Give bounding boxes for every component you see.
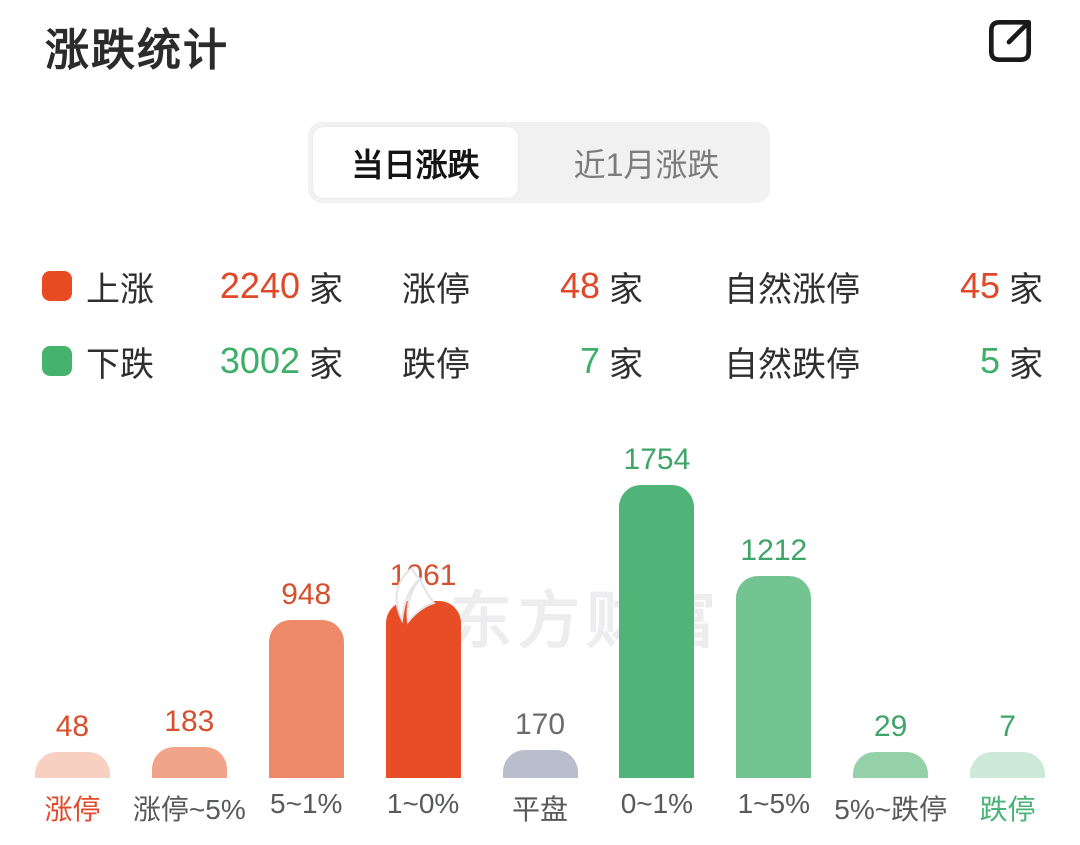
bar-column[interactable]: 29 xyxy=(832,430,949,778)
bar-column[interactable]: 1754 xyxy=(598,430,715,778)
category-label: 平盘 xyxy=(512,794,569,825)
category-label: 5%~跌停 xyxy=(834,794,948,825)
limit-up-count: 48 xyxy=(559,265,600,306)
summary-row-down: 下跌 3002 家 跌停 7 家 自然跌停 5 家 xyxy=(42,331,1058,391)
bar-value-label: 29 xyxy=(873,710,908,743)
natural-limit-up-unit: 家 xyxy=(1009,270,1043,309)
bar-value-label: 948 xyxy=(281,578,332,611)
tab-today[interactable]: 当日涨跌 xyxy=(313,127,518,198)
bar-value-label: 1754 xyxy=(623,443,691,476)
bar-column[interactable]: 48 xyxy=(14,430,131,778)
bar[interactable] xyxy=(970,752,1046,778)
external-link-icon xyxy=(983,14,1037,71)
up-unit: 家 xyxy=(309,270,343,309)
bar-column[interactable]: 7 xyxy=(949,430,1066,778)
summary: 上涨 2240 家 涨停 48 家 自然涨停 45 家 下跌 3002 家 跌停… xyxy=(42,256,1058,391)
bar-column[interactable]: 183 xyxy=(131,430,248,778)
bar[interactable] xyxy=(502,750,578,778)
category-label: 涨停~5% xyxy=(132,794,246,825)
category-label: 1~0% xyxy=(386,788,460,819)
bar-value-label: 170 xyxy=(514,708,566,741)
bar[interactable] xyxy=(385,601,461,778)
down-label: 下跌 xyxy=(86,345,154,384)
natural-limit-down-unit: 家 xyxy=(1009,345,1043,384)
bar-value-label: 1212 xyxy=(740,534,808,567)
up-count: 2240 xyxy=(219,265,300,306)
bar[interactable] xyxy=(151,747,227,778)
natural-limit-up-label: 自然涨停 xyxy=(724,270,860,309)
limit-down-label: 跌停 xyxy=(402,345,470,384)
bar[interactable] xyxy=(268,620,344,778)
natural-limit-up-count: 45 xyxy=(959,265,1000,306)
natural-limit-down-label: 自然跌停 xyxy=(724,345,860,384)
natural-limit-down-count: 5 xyxy=(979,340,1000,381)
bar[interactable] xyxy=(736,576,812,778)
bar-value-label: 183 xyxy=(164,705,215,738)
bar-chart: 48 183 948 1061 170 1754 1212 29 7 xyxy=(14,430,1066,778)
down-unit: 家 xyxy=(309,345,343,384)
limit-down-unit: 家 xyxy=(609,345,643,384)
limit-up-unit: 家 xyxy=(609,270,643,309)
bar-value-label: 48 xyxy=(55,710,90,743)
bar-column[interactable]: 170 xyxy=(482,430,599,778)
share-button[interactable] xyxy=(982,14,1038,70)
summary-row-up: 上涨 2240 家 涨停 48 家 自然涨停 45 家 xyxy=(42,256,1058,316)
bar-column[interactable]: 948 xyxy=(248,430,365,778)
up-legend-marker xyxy=(42,271,72,301)
category-label: 涨停 xyxy=(44,794,101,825)
down-count: 3002 xyxy=(219,340,300,381)
limit-up-label: 涨停 xyxy=(402,270,470,309)
category-label: 0~1% xyxy=(620,788,694,819)
category-labels: 涨停 涨停~5% 5~1% 1~0% 平盘 0~1% 1~5% 5%~跌停 跌停 xyxy=(14,788,1066,828)
tab-1month[interactable]: 近1月涨跌 xyxy=(573,146,720,183)
category-label: 1~5% xyxy=(737,788,810,819)
period-tabs: 当日涨跌 近1月涨跌 xyxy=(308,122,770,203)
eastmoney-flame-icon xyxy=(381,566,451,631)
page-title: 涨跌统计 xyxy=(45,26,229,75)
bar[interactable] xyxy=(619,485,695,778)
bar-column[interactable]: 1212 xyxy=(715,430,832,778)
down-legend-marker xyxy=(42,346,72,376)
bar-value-label: 7 xyxy=(999,710,1016,743)
limit-down-count: 7 xyxy=(579,340,600,381)
bar[interactable] xyxy=(34,752,110,778)
category-label: 跌停 xyxy=(979,794,1036,825)
up-label: 上涨 xyxy=(86,270,154,309)
bar-column[interactable]: 1061 xyxy=(365,430,482,778)
category-label: 5~1% xyxy=(270,788,343,819)
bar[interactable] xyxy=(853,752,929,778)
